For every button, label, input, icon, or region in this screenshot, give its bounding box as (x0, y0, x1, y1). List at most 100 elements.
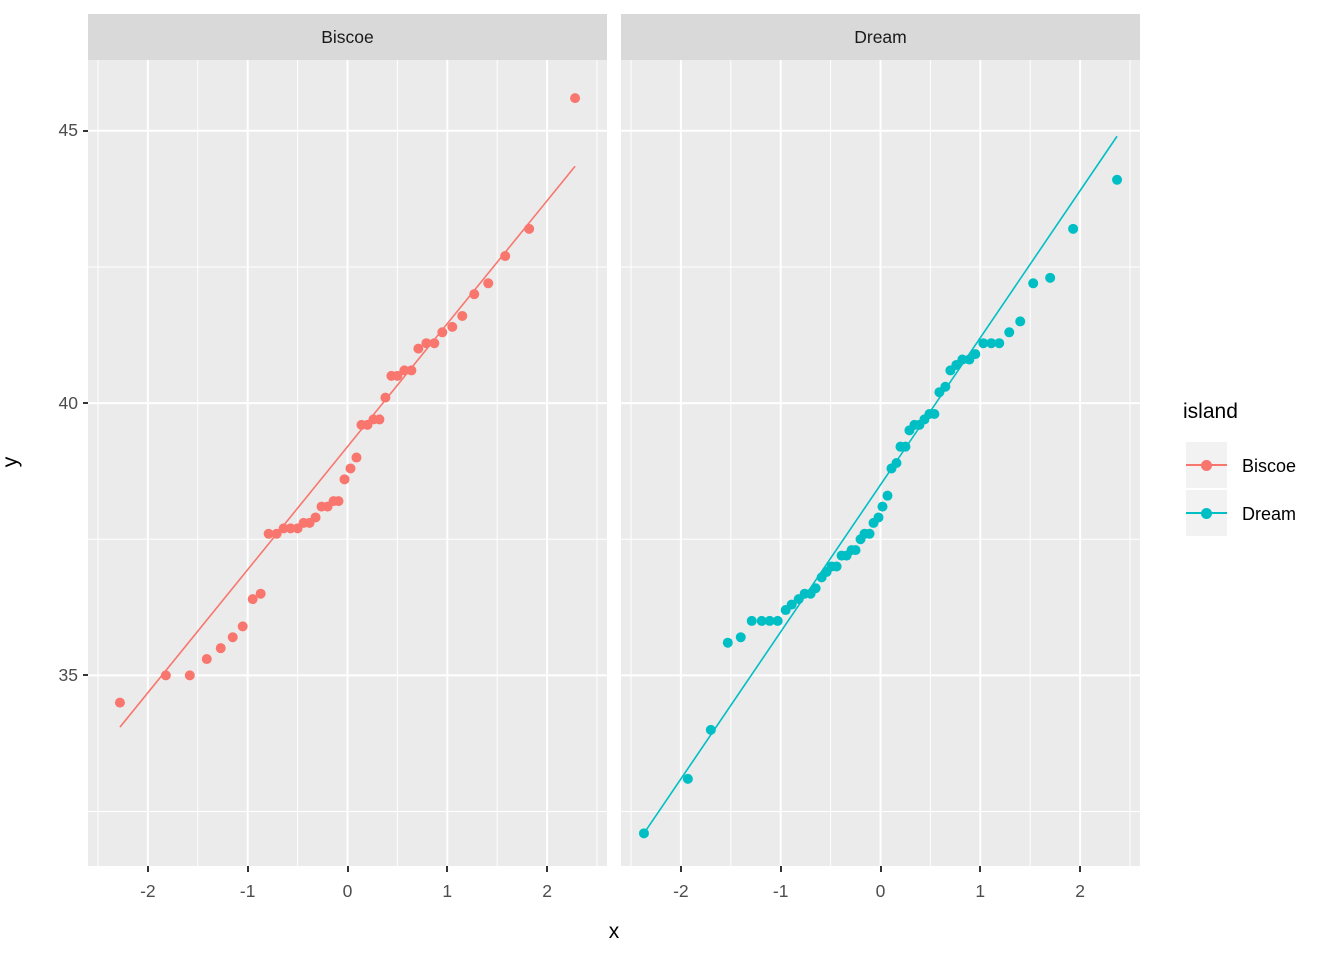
legend-key-dream (1186, 490, 1227, 536)
data-point (850, 545, 861, 556)
x-tick-mark (879, 866, 882, 872)
x-tick-mark (779, 866, 782, 872)
x-tick-mark (1079, 866, 1082, 872)
data-point (1112, 174, 1123, 185)
data-point (247, 594, 258, 605)
data-point (705, 724, 716, 735)
data-point (469, 289, 480, 300)
data-point (447, 321, 458, 332)
data-point (756, 615, 767, 626)
data-point (810, 583, 821, 594)
x-tick-label: -1 (239, 881, 256, 901)
x-tick-label: 0 (875, 881, 886, 901)
facet-strip-biscoe: Biscoe (88, 14, 607, 60)
data-point (374, 414, 385, 425)
legend-label: Biscoe (1242, 455, 1297, 476)
data-point (271, 528, 282, 539)
data-point (285, 523, 296, 534)
data-point (764, 615, 775, 626)
data-point (413, 343, 424, 354)
x-tick-mark (246, 866, 249, 872)
qq-panel-dream (621, 60, 1140, 866)
data-point (333, 496, 344, 507)
data-point (570, 93, 581, 104)
x-tick-label: 1 (442, 881, 453, 901)
legend-key-biscoe (1186, 442, 1227, 488)
legend-entry-biscoe: Biscoe (1186, 442, 1296, 490)
data-point (457, 310, 468, 321)
legend-label: Dream (1242, 503, 1297, 524)
data-point (399, 365, 410, 376)
x-tick-label: 0 (342, 881, 353, 901)
data-point (437, 327, 448, 338)
data-point (406, 365, 417, 376)
y-tick-label: 40 (58, 392, 78, 413)
facet-strip-dream: Dream (621, 14, 1140, 60)
data-point (237, 621, 248, 632)
data-point (1004, 327, 1015, 338)
data-point (873, 512, 884, 523)
x-tick-label: 1 (975, 881, 986, 901)
x-tick-label: -2 (140, 881, 156, 901)
data-point (351, 452, 362, 463)
data-point (160, 670, 171, 681)
data-point (500, 251, 511, 262)
data-point (929, 408, 940, 419)
data-point (1015, 316, 1026, 327)
data-point (994, 338, 1005, 349)
data-point (940, 381, 951, 392)
legend: island Biscoe Dream (1183, 400, 1296, 538)
x-tick-mark (146, 866, 149, 872)
data-point (278, 523, 289, 534)
x-tick-mark (979, 866, 982, 872)
data-point (524, 223, 535, 234)
data-point (957, 354, 968, 365)
data-point (1045, 272, 1056, 283)
x-tick-label: -2 (673, 881, 689, 901)
y-tick-mark (83, 129, 88, 132)
data-point (227, 632, 238, 643)
y-axis-title: y (0, 456, 22, 468)
data-point (201, 654, 212, 665)
data-point (722, 637, 733, 648)
facet-strip-label: Dream (854, 26, 907, 47)
data-point (891, 458, 902, 468)
y-tick-mark (83, 402, 88, 405)
data-point (184, 670, 195, 681)
data-point (638, 828, 649, 839)
data-point (255, 588, 266, 599)
data-point (392, 370, 403, 381)
qq-panel-biscoe (88, 60, 607, 866)
data-point (746, 615, 757, 626)
data-point (1068, 223, 1079, 234)
data-point (786, 599, 797, 610)
legend-point-swatch (1201, 459, 1212, 471)
y-tick-mark (83, 674, 88, 677)
data-point (380, 392, 391, 403)
x-tick-mark (346, 866, 349, 872)
data-point (483, 278, 494, 289)
data-point (986, 338, 997, 349)
data-point (263, 528, 274, 539)
y-tick-label: 45 (58, 120, 78, 141)
legend-point-swatch (1201, 507, 1212, 519)
data-point (429, 338, 440, 349)
data-point (114, 697, 125, 708)
y-tick-label: 35 (58, 664, 78, 685)
x-tick-label: -1 (772, 881, 789, 901)
data-point (339, 474, 350, 485)
data-point (978, 338, 989, 349)
data-point (772, 615, 783, 626)
data-point (831, 561, 842, 572)
legend-entry-dream: Dream (1186, 490, 1296, 538)
data-point (877, 501, 888, 512)
x-tick-mark (679, 866, 682, 872)
x-tick-label: 2 (1075, 881, 1085, 901)
data-point (421, 338, 432, 349)
data-point (900, 441, 911, 452)
data-point (864, 528, 875, 539)
facet-strip-label: Biscoe (321, 26, 374, 47)
legend-title: island (1183, 400, 1238, 423)
data-point (310, 512, 321, 523)
